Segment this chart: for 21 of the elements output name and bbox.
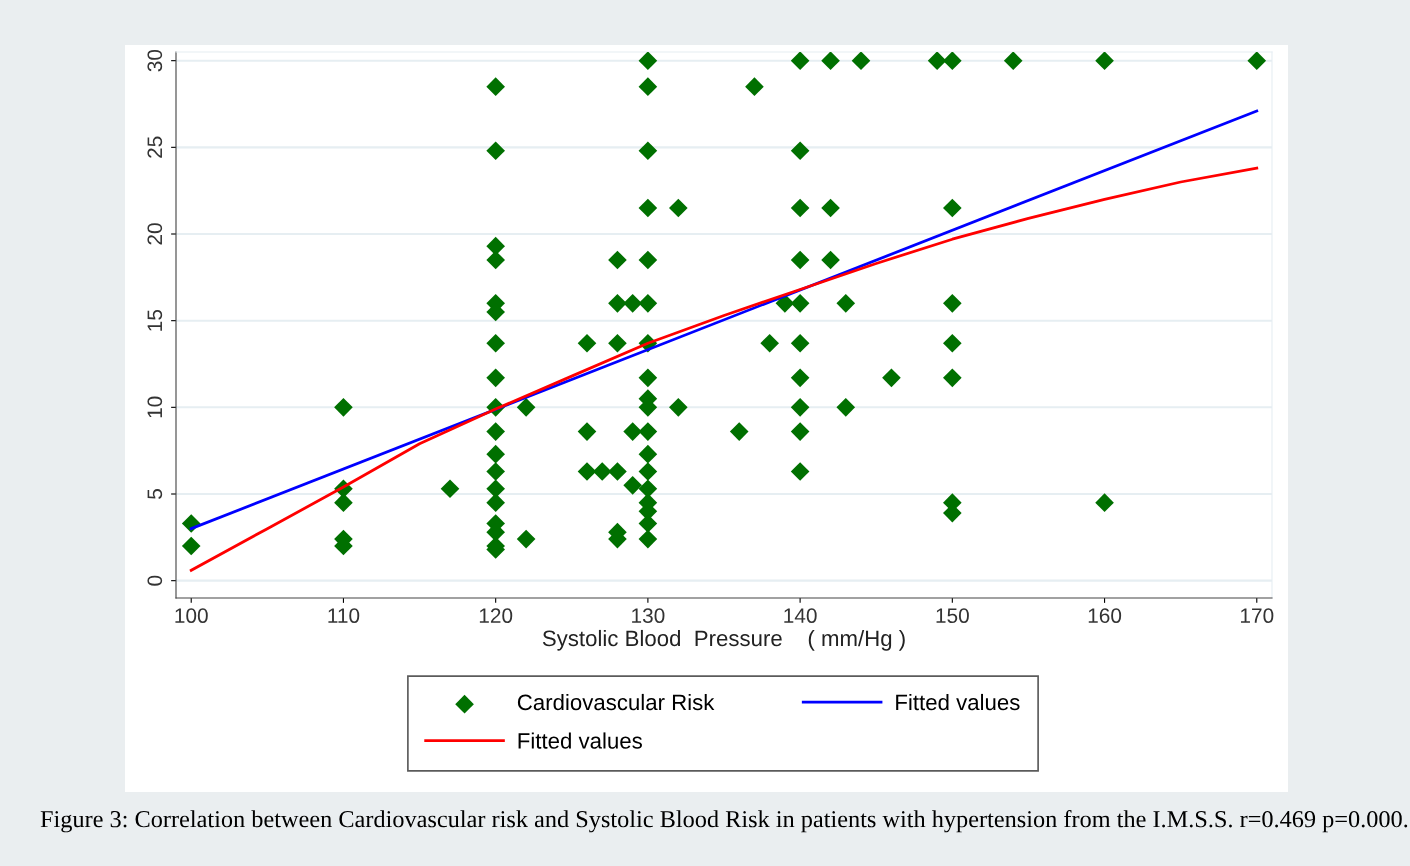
- x-tick-label: 170: [1240, 608, 1274, 624]
- x-tick-label: 120: [479, 608, 513, 624]
- x-tick-label: 110: [328, 608, 360, 624]
- x-tick-label: 160: [1088, 608, 1122, 624]
- y-tick-label: 15: [147, 309, 163, 331]
- legend-label: Fitted values: [896, 693, 1020, 711]
- x-tick-label: 140: [784, 608, 817, 624]
- x-tick-label: 130: [632, 608, 665, 624]
- y-tick-label: 5: [147, 489, 163, 499]
- y-tick-label: 20: [147, 223, 163, 245]
- x-axis-title: Systolic Blood Pressure ( mm/Hg ): [542, 629, 905, 651]
- y-tick-label: 0: [147, 575, 163, 586]
- legend-label: Cardiovascular Risk: [517, 693, 715, 711]
- y-tick-label: 30: [147, 49, 163, 72]
- y-tick-label: 25: [147, 136, 163, 158]
- y-tick-label: 10: [147, 396, 163, 418]
- x-tick-label: 150: [936, 608, 969, 624]
- caption: Figure 3: Correlation between Cardiovascular risk and Systolic Blood Risk in patients with hypertension from the I.M.S.S. r=0.469 p=0.000.: [40, 810, 1408, 833]
- legend-label: Fitted values: [518, 732, 642, 749]
- x-tick-label: 100: [175, 608, 208, 624]
- line-series: [189, 166, 1259, 572]
